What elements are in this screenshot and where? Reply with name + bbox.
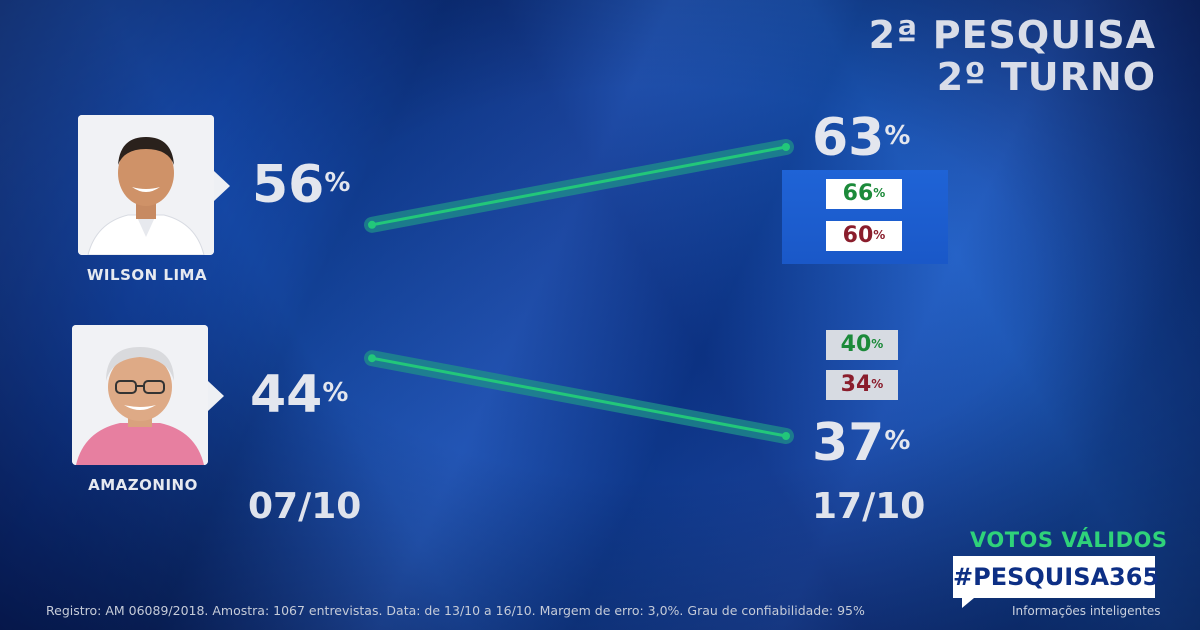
amazonino-end-number: 37 bbox=[812, 413, 885, 473]
wilson-high-percent: % bbox=[873, 186, 886, 200]
wilson-end-value: 63% bbox=[812, 110, 910, 166]
candidate-pointer-amazonino bbox=[208, 381, 224, 411]
amazonino-start-percent: % bbox=[322, 378, 349, 408]
series-point-amazonino-1 bbox=[782, 432, 790, 440]
wilson-low-number: 60 bbox=[842, 223, 874, 248]
amazonino-end-percent: % bbox=[884, 426, 911, 456]
wilson-end-percent: % bbox=[884, 121, 911, 151]
candidate-name-wilson: WILSON LIMA bbox=[86, 266, 208, 284]
series-point-wilson-0 bbox=[368, 220, 376, 229]
tagline: Informações inteligentes bbox=[1012, 604, 1161, 618]
candidate-pointer-wilson bbox=[214, 171, 230, 201]
date-start: 07/10 bbox=[248, 486, 362, 527]
votes-label: VOTOS VÁLIDOS bbox=[970, 528, 1168, 552]
wilson-start-value: 56% bbox=[252, 157, 350, 213]
wilson-start-percent: % bbox=[324, 168, 351, 198]
page-title: 2ª PESQUISA 2º TURNO bbox=[869, 14, 1156, 98]
amazonino-high-number: 40 bbox=[840, 332, 872, 357]
candidate-name-amazonino: AMAZONINO bbox=[88, 476, 198, 494]
amazonino-low-number: 34 bbox=[840, 372, 872, 397]
date-end: 17/10 bbox=[812, 486, 926, 527]
amazonino-end-value: 37% bbox=[812, 415, 910, 471]
wilson-range-low: 60% bbox=[826, 221, 902, 251]
wilson-start-number: 56 bbox=[252, 155, 325, 215]
wilson-high-number: 66 bbox=[842, 181, 874, 206]
series-point-amazonino-0 bbox=[368, 354, 376, 363]
footnote: Registro: AM 06089/2018. Amostra: 1067 e… bbox=[46, 603, 865, 618]
hashtag-logo-tail bbox=[962, 598, 974, 608]
wilson-end-number: 63 bbox=[812, 108, 885, 168]
amazonino-range-low: 34% bbox=[826, 370, 898, 400]
title-line-1: 2ª PESQUISA bbox=[868, 13, 1156, 57]
wilson-range-high: 66% bbox=[826, 179, 902, 209]
candidate-photo-wilson bbox=[78, 115, 214, 255]
title-line-2: 2º TURNO bbox=[936, 55, 1156, 99]
wilson-low-percent: % bbox=[873, 228, 886, 242]
amazonino-low-percent: % bbox=[871, 377, 884, 391]
series-point-wilson-1 bbox=[782, 143, 790, 151]
candidate-photo-amazonino bbox=[72, 325, 208, 465]
hashtag-logo: #PESQUISA365 bbox=[953, 556, 1159, 598]
amazonino-high-percent: % bbox=[871, 337, 884, 351]
amazonino-start-value: 44% bbox=[250, 367, 348, 423]
candidate-card-wilson bbox=[78, 115, 230, 255]
amazonino-start-number: 44 bbox=[250, 365, 323, 425]
candidate-card-amazonino bbox=[72, 325, 224, 465]
series-line-amazonino bbox=[370, 356, 788, 438]
series-line-wilson bbox=[370, 145, 788, 227]
amazonino-range-high: 40% bbox=[826, 330, 898, 360]
